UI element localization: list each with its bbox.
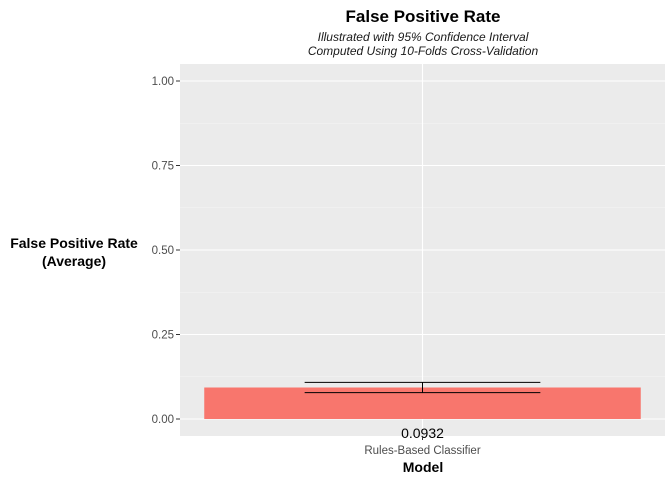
chart-title: False Positive Rate bbox=[346, 7, 501, 26]
y-tick-label: 0.50 bbox=[152, 245, 174, 257]
y-tick-label: 0.25 bbox=[152, 330, 174, 342]
y-axis-title-line-1: False Positive Rate bbox=[10, 235, 138, 251]
x-tick-label: Rules-Based Classifier bbox=[364, 445, 480, 457]
x-axis-title: Model bbox=[403, 459, 443, 475]
y-tick-label: 1.00 bbox=[152, 76, 174, 88]
y-tick-label: 0.75 bbox=[152, 161, 174, 173]
chart-subtitle-line-2: Computed Using 10-Folds Cross-Validation bbox=[308, 44, 539, 58]
grid-lines bbox=[180, 64, 665, 436]
data-label: 0.0932 bbox=[401, 425, 444, 441]
y-axis: 0.00 0.25 0.50 0.75 1.00 bbox=[152, 76, 180, 426]
chart-subtitle-line-1: Illustrated with 95% Confidence Interval bbox=[318, 30, 529, 44]
bars: 0.0932 bbox=[204, 381, 641, 441]
y-tick-label: 0.00 bbox=[152, 414, 174, 426]
y-axis-title-line-2: (Average) bbox=[42, 253, 106, 269]
x-axis: Rules-Based Classifier bbox=[364, 436, 481, 457]
